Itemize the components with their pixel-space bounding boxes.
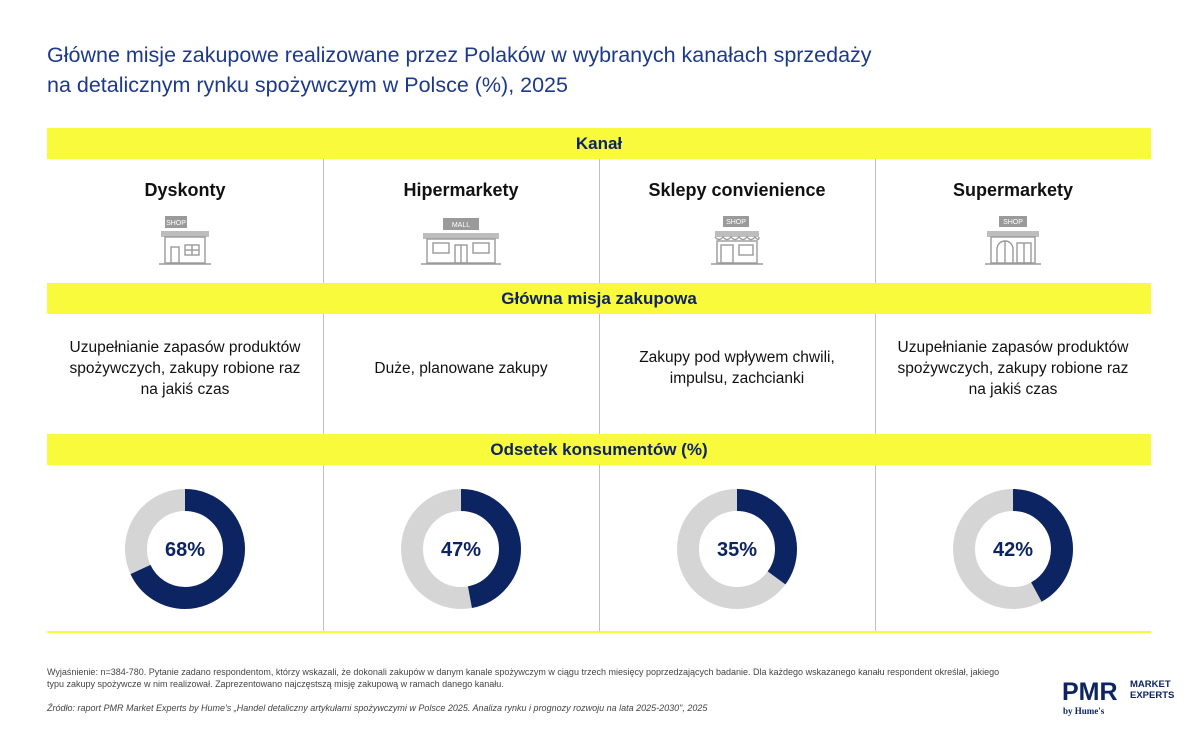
donut-value-arc — [953, 489, 1073, 609]
donut-hipermarkety: 47% — [323, 488, 599, 610]
title-line-2: na detalicznym rynku spożywczym w Polsce… — [47, 73, 568, 97]
donut-value-arc — [125, 489, 245, 609]
divider — [323, 314, 324, 434]
mission-hipermarkety: Duże, planowane zakupy — [374, 359, 548, 377]
mission-supermarkety: Uzupełnianie zapasów produktów spożywczy… — [897, 338, 1129, 398]
divider — [875, 465, 876, 631]
svg-text:SHOP: SHOP — [1003, 219, 1023, 226]
svg-text:SHOP: SHOP — [166, 220, 186, 227]
mall-icon: MALL — [323, 213, 599, 269]
donut-value-label: 68% — [165, 539, 205, 561]
channel-title-hipermarkety: Hipermarkety — [403, 180, 519, 200]
band-glowna-misja: Główna misja zakupowa — [47, 283, 1151, 314]
svg-text:by Hume's: by Hume's — [1063, 706, 1105, 716]
donut-value-label: 47% — [441, 539, 481, 561]
donut-dyskonty: 68% — [47, 488, 323, 610]
mission-convenience: Zakupy pod wpływem chwili, impulsu, zach… — [639, 349, 835, 387]
svg-text:MARKET: MARKET — [1130, 679, 1171, 690]
divider — [875, 159, 876, 283]
svg-text:MALL: MALL — [452, 222, 470, 229]
title-line-1: Główne misje zakupowe realizowane przez … — [47, 43, 872, 67]
pmr-logo: PMR MARKET EXPERTS by Hume's — [1062, 676, 1182, 720]
page-title: Główne misje zakupowe realizowane przez … — [47, 40, 1047, 100]
divider — [599, 465, 600, 631]
source-note: Źródło: raport PMR Market Experts by Hum… — [47, 703, 708, 713]
donut-value-arc — [677, 489, 797, 609]
svg-text:PMR: PMR — [1062, 678, 1118, 706]
donut-supermarkety: 42% — [875, 488, 1151, 610]
donut-convenience: 35% — [599, 488, 875, 610]
band-odsetek: Odsetek konsumentów (%) — [47, 434, 1151, 465]
divider — [323, 159, 324, 283]
svg-text:EXPERTS: EXPERTS — [1130, 690, 1174, 701]
bottom-rule — [47, 631, 1151, 633]
shop-arch-icon: SHOP — [875, 213, 1151, 269]
shop-awning-icon: SHOP — [599, 213, 875, 269]
channel-title-supermarkety: Supermarkety — [952, 180, 1074, 200]
svg-text:SHOP: SHOP — [726, 219, 746, 226]
divider — [599, 314, 600, 434]
divider — [323, 465, 324, 631]
footnote: Wyjaśnienie: n=384-780. Pytanie zadano r… — [47, 667, 1000, 689]
donut-value-arc — [401, 489, 521, 609]
channel-title-dyskonty: Dyskonty — [144, 180, 226, 200]
divider — [875, 314, 876, 434]
divider — [599, 159, 600, 283]
channel-title-convenience: Sklepy convienience — [648, 180, 826, 200]
shop-icon: SHOP — [47, 213, 323, 269]
donut-value-label: 42% — [993, 539, 1033, 561]
mission-dyskonty: Uzupełnianie zapasów produktów spożywczy… — [69, 338, 301, 398]
donut-value-label: 35% — [717, 539, 757, 561]
band-kanal: Kanał — [47, 128, 1151, 159]
